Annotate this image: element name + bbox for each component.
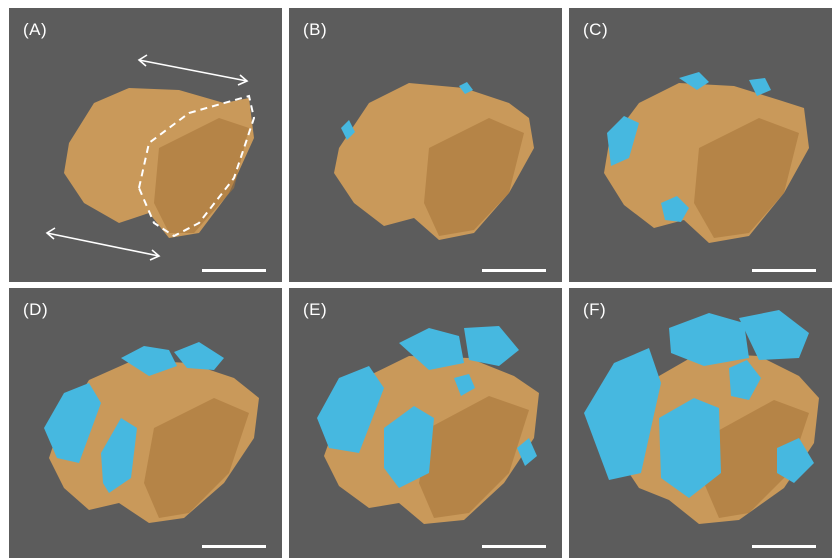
panel-b: (B) (289, 8, 562, 282)
scale-bar (482, 269, 546, 272)
dashed-outline (137, 94, 256, 238)
sem-image-e (317, 326, 539, 524)
scale-bar (482, 545, 546, 548)
sem-image-b (334, 82, 534, 240)
panel-label: (E) (303, 300, 328, 319)
double-arrow-bottom (45, 227, 161, 261)
sem-image-d (44, 342, 259, 523)
scale-bar (202, 269, 266, 272)
panel-e: (E) (289, 288, 562, 558)
sem-image-f (584, 310, 819, 524)
panel-d: (D) (9, 288, 282, 558)
panel-label: (A) (23, 20, 48, 39)
panel-f: (F) (569, 288, 832, 558)
scale-bar (202, 545, 266, 548)
sem-image-a (45, 54, 256, 261)
panel-label: (B) (303, 20, 328, 39)
double-arrow-top (137, 54, 249, 86)
sem-image-c (604, 72, 809, 243)
scale-bar (752, 545, 816, 548)
panel-c: (C) (569, 8, 832, 282)
panel-label: (D) (23, 300, 49, 319)
scale-bar (752, 269, 816, 272)
panel-label: (C) (583, 20, 609, 39)
panel-label: (F) (583, 300, 607, 319)
panel-a: (A) (9, 8, 282, 282)
